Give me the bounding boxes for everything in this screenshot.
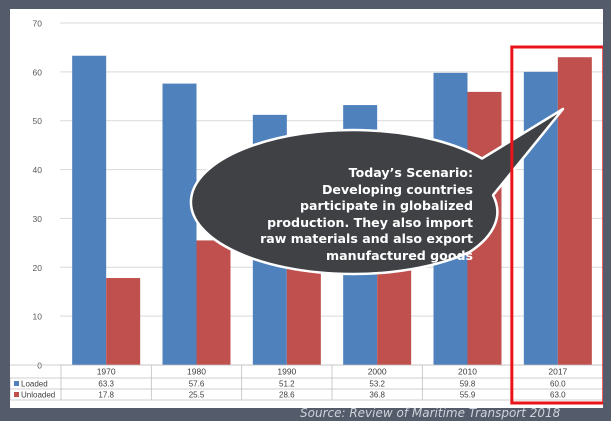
callout-line: raw materials and also export bbox=[260, 231, 473, 246]
callout-line: Today’s Scenario: bbox=[348, 165, 473, 180]
data-label: 55.9 bbox=[460, 391, 476, 400]
x-tick-label: 1990 bbox=[277, 367, 296, 377]
bar-loaded bbox=[72, 55, 107, 366]
data-label: 53.2 bbox=[369, 380, 385, 389]
y-tick-label: 0 bbox=[37, 361, 42, 371]
data-label: 63.3 bbox=[98, 380, 114, 389]
bar-unloaded bbox=[196, 240, 231, 365]
x-tick-label: 2017 bbox=[548, 367, 567, 377]
source-note: Source: Review of Maritime Transport 201… bbox=[300, 406, 561, 420]
data-label: 51.2 bbox=[279, 380, 295, 389]
data-label: 63.0 bbox=[550, 391, 566, 400]
y-tick-label: 40 bbox=[33, 165, 43, 175]
data-label: 59.8 bbox=[460, 380, 476, 389]
x-tick-label: 1970 bbox=[97, 367, 116, 377]
callout-line: Developing countries bbox=[321, 181, 473, 197]
callout-bubble bbox=[189, 107, 565, 276]
right-frame bbox=[603, 0, 611, 421]
y-tick-label: 10 bbox=[33, 312, 43, 322]
callout-line: production. They also import bbox=[267, 214, 473, 230]
header-band bbox=[0, 0, 611, 9]
bar-unloaded bbox=[557, 57, 592, 365]
data-label: 60.0 bbox=[550, 380, 566, 389]
y-tick-label: 30 bbox=[33, 214, 43, 224]
y-tick-label: 70 bbox=[33, 19, 43, 29]
x-tick-label: 1980 bbox=[187, 367, 206, 377]
legend-label: Loaded bbox=[21, 380, 48, 389]
footer-band bbox=[0, 408, 611, 421]
y-tick-label: 50 bbox=[33, 116, 43, 126]
y-tick-label: 20 bbox=[33, 263, 43, 273]
legend-swatch bbox=[14, 381, 19, 386]
bar-loaded bbox=[162, 83, 197, 365]
callout-line: participate in globalized bbox=[300, 198, 473, 213]
data-label: 25.5 bbox=[189, 391, 205, 400]
bar-unloaded bbox=[106, 278, 141, 365]
x-tick-label: 2010 bbox=[458, 367, 477, 377]
left-frame bbox=[0, 0, 10, 421]
data-label: 17.8 bbox=[98, 391, 114, 400]
x-tick-label: 2000 bbox=[368, 367, 387, 377]
legend-label: Unloaded bbox=[21, 391, 55, 400]
legend-swatch bbox=[14, 392, 19, 397]
data-label: 36.8 bbox=[369, 391, 385, 400]
callout-text: Today’s Scenario: Developing countries p… bbox=[215, 165, 473, 264]
data-label: 28.6 bbox=[279, 391, 295, 400]
data-label: 57.6 bbox=[189, 380, 205, 389]
callout-line: manufactured goods bbox=[326, 247, 473, 263]
y-tick-label: 60 bbox=[33, 67, 43, 77]
